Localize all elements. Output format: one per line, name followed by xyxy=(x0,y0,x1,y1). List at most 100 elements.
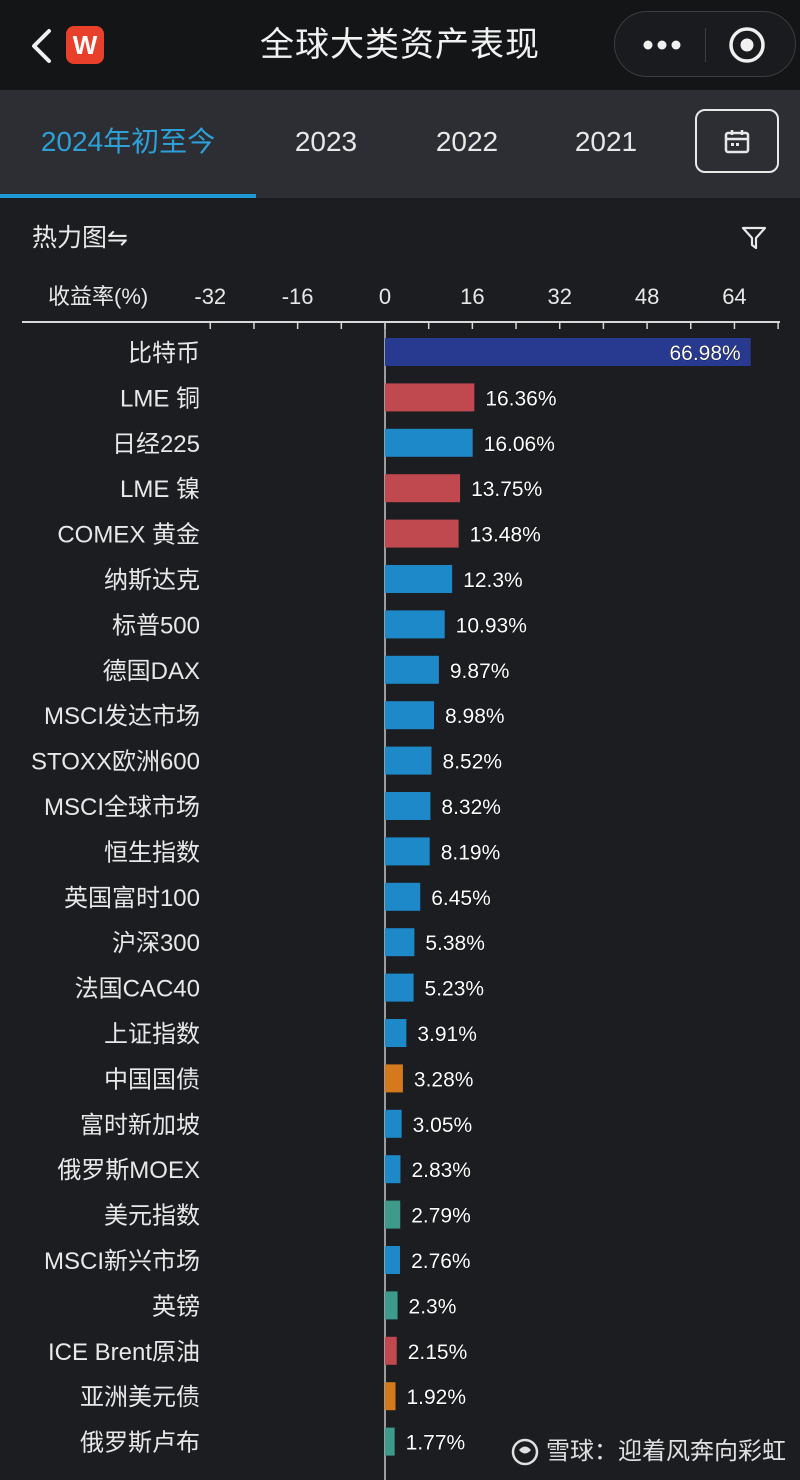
x-tick-label: -32 xyxy=(194,284,226,309)
value-label: 2.76% xyxy=(411,1250,471,1273)
value-label: 3.05% xyxy=(413,1114,473,1137)
bar-row[interactable]: 俄罗斯卢布 1.77% xyxy=(80,1427,466,1457)
category-label: 德国DAX xyxy=(103,658,200,685)
tab-2024-ytd[interactable]: 2024年初至今 xyxy=(40,126,216,157)
chevron-left-icon xyxy=(32,29,51,63)
category-label: 上证指数 xyxy=(104,1021,200,1048)
bar-row[interactable]: 美元指数 2.79% xyxy=(104,1200,471,1230)
bar-row[interactable]: LME 铜 16.36% xyxy=(120,383,557,412)
category-label: 日经225 xyxy=(112,431,200,458)
bar[interactable] xyxy=(385,1336,397,1365)
bar-row[interactable]: 德国DAX 9.87% xyxy=(103,655,510,685)
category-label: 俄罗斯MOEX xyxy=(57,1157,200,1184)
bar-row[interactable]: 比特币 66.98% xyxy=(128,338,751,367)
bar[interactable] xyxy=(385,1291,398,1320)
x-tick-label: 16 xyxy=(460,284,484,309)
tab-2021[interactable]: 2021 xyxy=(574,126,638,157)
bar-row[interactable]: 富时新加坡 3.05% xyxy=(80,1109,473,1139)
bar-row[interactable]: 沪深300 5.38% xyxy=(112,928,485,957)
bar[interactable] xyxy=(385,383,475,412)
bar-row[interactable]: STOXX欧洲600 8.52% xyxy=(31,746,503,776)
value-label: 13.75% xyxy=(471,478,542,501)
back-button[interactable] xyxy=(26,28,56,64)
bar[interactable] xyxy=(385,1382,396,1411)
bar[interactable] xyxy=(385,882,421,911)
bar-row[interactable]: 恒生指数 8.19% xyxy=(104,837,501,866)
heatmap-toggle[interactable]: 热力图⇋ xyxy=(32,224,128,252)
bar[interactable] xyxy=(385,746,432,775)
value-label: 6.45% xyxy=(431,887,491,910)
value-label: 2.83% xyxy=(411,1159,471,1182)
bar-row[interactable]: 英国富时100 6.45% xyxy=(64,882,491,912)
bar-row[interactable]: 法国CAC40 5.23% xyxy=(75,973,485,1003)
bar[interactable] xyxy=(385,1019,407,1047)
bar[interactable] xyxy=(385,928,415,957)
bar[interactable] xyxy=(385,1109,402,1138)
tab-2023[interactable]: 2023 xyxy=(294,126,358,157)
tab-2022[interactable]: 2022 xyxy=(435,126,499,157)
bar[interactable] xyxy=(385,792,431,820)
bar[interactable] xyxy=(385,610,445,639)
category-label: 标普500 xyxy=(112,612,200,639)
bar-row[interactable]: MSCI新兴市场 2.76% xyxy=(44,1246,471,1275)
bar[interactable] xyxy=(385,338,751,366)
bar-row[interactable]: 上证指数 3.91% xyxy=(104,1019,477,1048)
capsule-divider xyxy=(705,28,706,62)
category-label: MSCI新兴市场 xyxy=(44,1248,200,1275)
value-label: 12.3% xyxy=(463,569,523,592)
mini-program-capsule xyxy=(614,11,796,77)
calendar-button[interactable] xyxy=(695,109,779,173)
value-label: 10.93% xyxy=(456,614,527,637)
bar-row[interactable]: 亚洲美元债 1.92% xyxy=(80,1382,466,1411)
bar-row[interactable]: 标普500 10.93% xyxy=(112,610,527,639)
bar-row[interactable]: COMEX 黄金 13.48% xyxy=(57,519,541,549)
bar-row[interactable]: 俄罗斯MOEX 2.83% xyxy=(57,1155,471,1184)
x-tick-label: 48 xyxy=(635,284,659,309)
category-label: 比特币 xyxy=(128,340,200,367)
bar-row[interactable]: 日经225 16.06% xyxy=(112,428,555,458)
value-label: 13.48% xyxy=(470,524,541,547)
category-label: 英镑 xyxy=(152,1293,200,1320)
bar[interactable] xyxy=(385,1064,403,1093)
app-logo: W xyxy=(66,26,104,64)
bar[interactable] xyxy=(385,655,439,684)
bar-row[interactable]: MSCI全球市场 8.32% xyxy=(44,792,501,821)
bar-row[interactable]: 纳斯达克 12.3% xyxy=(104,565,523,594)
bar[interactable] xyxy=(385,973,414,1002)
bar-row[interactable]: 中国国债 3.28% xyxy=(104,1064,474,1093)
category-label: 沪深300 xyxy=(112,930,200,957)
x-tick-label: 0 xyxy=(379,284,391,309)
value-label: 9.87% xyxy=(450,660,510,683)
bar-row[interactable]: LME 镍 13.75% xyxy=(120,474,543,503)
bar[interactable] xyxy=(385,1246,401,1274)
value-label: 3.91% xyxy=(417,1023,477,1046)
watermark: 雪球：迎着风奔向彩虹 xyxy=(510,1432,786,1472)
value-label: 5.23% xyxy=(425,978,485,1001)
bar[interactable] xyxy=(385,1427,395,1456)
bar-row[interactable]: ICE Brent原油 2.15% xyxy=(48,1336,468,1366)
bar[interactable] xyxy=(385,474,461,503)
category-label: LME 铜 xyxy=(120,385,200,412)
bar[interactable] xyxy=(385,837,430,866)
bar[interactable] xyxy=(385,701,435,730)
bar-row[interactable]: 英镑 2.3% xyxy=(152,1291,457,1320)
value-label: 16.36% xyxy=(485,387,556,410)
value-label: 8.52% xyxy=(443,751,503,774)
watermark-text: 雪球：迎着风奔向彩虹 xyxy=(546,1438,786,1465)
app-logo-letter: W xyxy=(72,29,98,60)
bar-row[interactable]: MSCI发达市场 8.98% xyxy=(44,701,505,730)
value-label: 8.32% xyxy=(441,796,501,819)
more-dots-icon[interactable] xyxy=(637,30,687,60)
bar[interactable] xyxy=(385,428,473,457)
target-icon[interactable] xyxy=(727,25,767,65)
bar[interactable] xyxy=(385,1155,401,1184)
category-label: 亚洲美元债 xyxy=(80,1384,200,1411)
value-label: 16.06% xyxy=(484,433,555,456)
bar[interactable] xyxy=(385,1200,401,1229)
bar[interactable] xyxy=(385,519,459,548)
filter-icon[interactable] xyxy=(740,224,768,252)
category-label: 美元指数 xyxy=(104,1203,200,1230)
bar[interactable] xyxy=(385,565,453,593)
value-label: 2.15% xyxy=(408,1341,468,1364)
category-label: 纳斯达克 xyxy=(104,567,200,594)
